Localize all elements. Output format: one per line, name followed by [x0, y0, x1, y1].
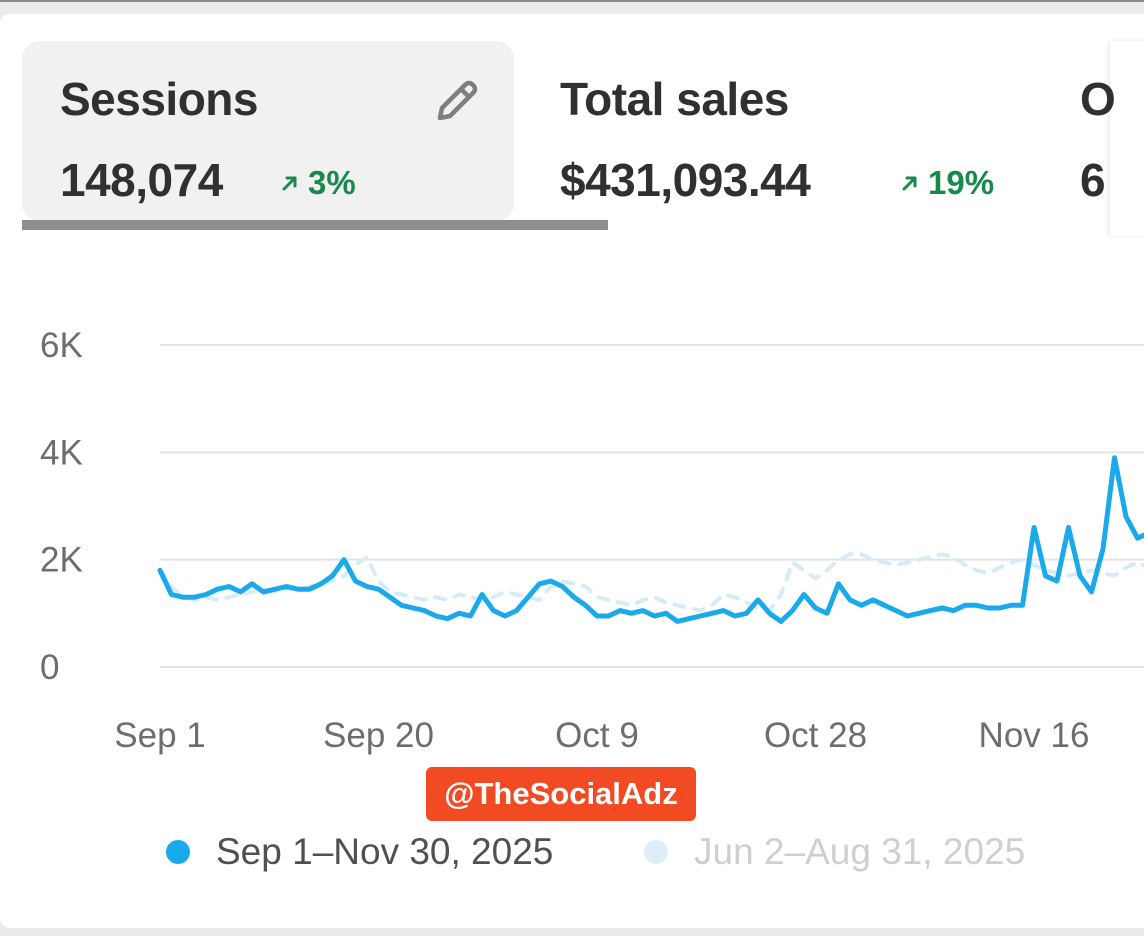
metric-tile-partial[interactable]: O 6	[1080, 41, 1144, 236]
x-tick-label: Sep 1	[114, 716, 205, 755]
pencil-icon[interactable]	[428, 74, 482, 128]
metric-title-total-sales: Total sales	[560, 73, 789, 125]
metric-value-total-sales: $431,093.44	[560, 154, 811, 206]
metric-tile-total-sales[interactable]: Total sales $431,093.44 19%	[540, 41, 1100, 221]
y-tick-label: 2K	[40, 541, 83, 580]
metric-change-total-sales: 19%	[900, 164, 994, 202]
legend-item-current[interactable]: Sep 1–Nov 30, 2025	[166, 831, 553, 873]
selected-tab-indicator	[22, 220, 608, 230]
metric-change-value: 3%	[308, 164, 356, 201]
sessions-line-chart: 0 2K 4K 6K Sep 1 Sep 20 Oct 9 Oct 28 Nov 16	[40, 326, 1144, 755]
x-tick-label: Oct 28	[764, 716, 867, 755]
arrow-up-right-icon	[282, 176, 297, 191]
y-tick-label: 6K	[40, 326, 83, 365]
x-tick-label: Oct 9	[555, 716, 639, 755]
legend-dot-previous	[644, 840, 668, 864]
legend-label-current: Sep 1–Nov 30, 2025	[216, 831, 554, 872]
legend-dot-current	[166, 840, 190, 864]
metric-value-sessions: 148,074	[60, 154, 223, 206]
series-line-current	[157, 455, 1144, 624]
watermark-badge: @TheSocialAdz	[426, 767, 696, 821]
legend-item-previous[interactable]: Jun 2–Aug 31, 2025	[644, 831, 1025, 873]
chart-grid	[160, 344, 1144, 668]
metric-tile-sessions[interactable]: Sessions 148,074 3%	[22, 41, 514, 221]
y-axis-ticks: 0 2K 4K 6K	[40, 326, 83, 687]
x-axis-ticks: Sep 1 Sep 20 Oct 9 Oct 28 Nov 16	[114, 716, 1089, 755]
top-divider	[0, 0, 1144, 2]
x-tick-label: Sep 20	[323, 716, 434, 755]
x-tick-label: Nov 16	[979, 716, 1090, 755]
metric-title-partial: O	[1080, 73, 1116, 125]
analytics-card: Sessions 148,074 3% Total sales $431,093…	[0, 14, 1144, 928]
series-line-previous	[158, 552, 1144, 613]
metric-title-sessions: Sessions	[60, 73, 259, 125]
y-tick-label: 0	[40, 648, 59, 687]
metric-change-value: 19%	[928, 164, 995, 201]
y-tick-label: 4K	[40, 433, 83, 472]
chart-series	[157, 455, 1144, 624]
legend-label-previous: Jun 2–Aug 31, 2025	[694, 831, 1026, 872]
metric-change-sessions: 3%	[280, 164, 356, 202]
arrow-up-right-icon	[902, 176, 917, 191]
metric-value-partial: 6	[1080, 154, 1106, 206]
